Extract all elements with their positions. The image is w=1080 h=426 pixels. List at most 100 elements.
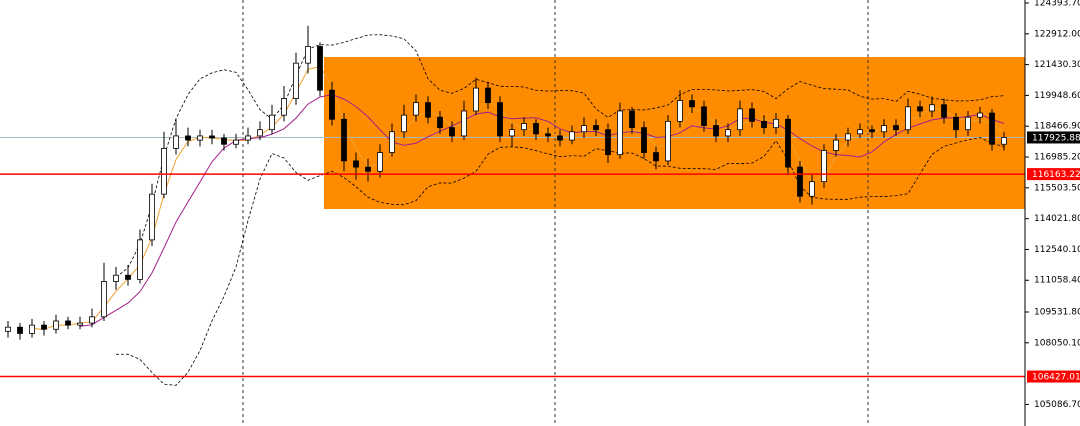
candle-body	[881, 125, 887, 133]
candle-body	[905, 106, 911, 131]
y-tick-label: 114021.80	[1034, 214, 1080, 224]
y-tick-label: 116985.20	[1034, 153, 1080, 163]
candle-body	[281, 98, 287, 116]
candle-body	[785, 118, 791, 168]
level-label: 116163.22	[1032, 170, 1080, 180]
current-price-label: 117925.88	[1032, 133, 1080, 143]
candle-body	[521, 123, 527, 131]
candle-body	[857, 129, 863, 135]
candle-body	[593, 125, 599, 131]
candle-body	[617, 110, 623, 156]
candle-body	[377, 152, 383, 172]
candle-body	[689, 100, 695, 108]
candle-body	[245, 135, 251, 141]
candle-body	[869, 129, 875, 133]
candle-body	[713, 125, 719, 137]
candle-body	[773, 118, 779, 129]
candle-body	[17, 326, 23, 334]
candle-body	[89, 316, 95, 324]
candle-body	[185, 135, 191, 141]
candle-body	[77, 322, 83, 326]
candle-body	[497, 102, 503, 137]
candle-body	[557, 135, 563, 141]
candle-body	[749, 108, 755, 122]
candle-body	[53, 320, 59, 330]
candle-body	[917, 106, 923, 112]
candle-body	[473, 87, 479, 112]
y-tick-label: 119948.60	[1034, 91, 1080, 101]
y-tick-label: 122912.00	[1034, 29, 1080, 39]
y-tick-label: 124393.70	[1034, 0, 1080, 9]
candle-body	[437, 116, 443, 129]
candle-body	[329, 89, 335, 120]
candle-body	[509, 129, 515, 137]
candle-body	[929, 104, 935, 112]
candle-body	[485, 87, 491, 104]
candle-body	[101, 281, 107, 318]
candle-body	[569, 131, 575, 141]
candle-body	[797, 166, 803, 197]
y-tick-label: 111058.40	[1034, 276, 1080, 286]
candle-body	[29, 324, 35, 334]
candle-body	[257, 129, 263, 137]
bollinger-lower	[115, 137, 1005, 386]
candle-body	[413, 102, 419, 116]
candle-body	[353, 160, 359, 168]
candle-body	[125, 274, 131, 280]
y-tick-label: 108050.10	[1034, 338, 1080, 348]
candle-body	[65, 320, 71, 326]
candle-body	[653, 152, 659, 162]
candle-body	[533, 123, 539, 135]
candle-body	[977, 112, 983, 118]
candle-body	[41, 324, 47, 330]
level-label: 106427.01	[1032, 373, 1080, 383]
bollinger-upper	[115, 34, 1005, 278]
candle-body	[989, 112, 995, 145]
level-label-box	[1027, 370, 1080, 383]
candle-body	[197, 135, 203, 141]
candle-body	[833, 139, 839, 151]
candle-body	[845, 133, 851, 141]
candle-body	[365, 166, 371, 172]
candle-body	[809, 181, 815, 197]
price-axis	[1025, 0, 1080, 426]
candle-body	[221, 137, 227, 145]
candle-body	[701, 106, 707, 126]
candle-body	[233, 139, 239, 145]
candle-body	[581, 125, 587, 133]
candle-body	[305, 46, 311, 64]
candle-body	[401, 114, 407, 133]
candle-body	[821, 150, 827, 183]
candle-body	[677, 100, 683, 122]
candle-body	[317, 46, 323, 91]
candle-body	[665, 120, 671, 162]
level-label-box	[1027, 168, 1080, 181]
candle-body	[389, 131, 395, 153]
candle-body	[461, 110, 467, 137]
candle-body	[1001, 137, 1007, 145]
y-tick-label: 109531.80	[1034, 307, 1080, 317]
fast-ma	[31, 66, 1005, 330]
y-tick-label: 105086.70	[1034, 400, 1080, 410]
y-tick-label: 118466.90	[1034, 122, 1080, 132]
candle-body	[269, 114, 275, 131]
y-tick-label: 121430.30	[1034, 60, 1080, 70]
candle-body	[113, 274, 119, 282]
candle-body	[173, 135, 179, 149]
candle-body	[941, 104, 947, 118]
candle-body	[641, 127, 647, 153]
candle-body	[545, 133, 551, 137]
candle-body	[161, 148, 167, 195]
candle-body	[5, 326, 11, 332]
candle-body	[149, 193, 155, 241]
candle-body	[761, 120, 767, 129]
candle-body	[341, 118, 347, 162]
candle-body	[209, 135, 215, 139]
y-tick-label: 115503.50	[1034, 183, 1080, 193]
candle-body	[737, 108, 743, 131]
candle-body	[293, 62, 299, 99]
candle-body	[893, 125, 899, 131]
current-price-label-box	[1027, 131, 1080, 144]
candle-body	[449, 127, 455, 137]
